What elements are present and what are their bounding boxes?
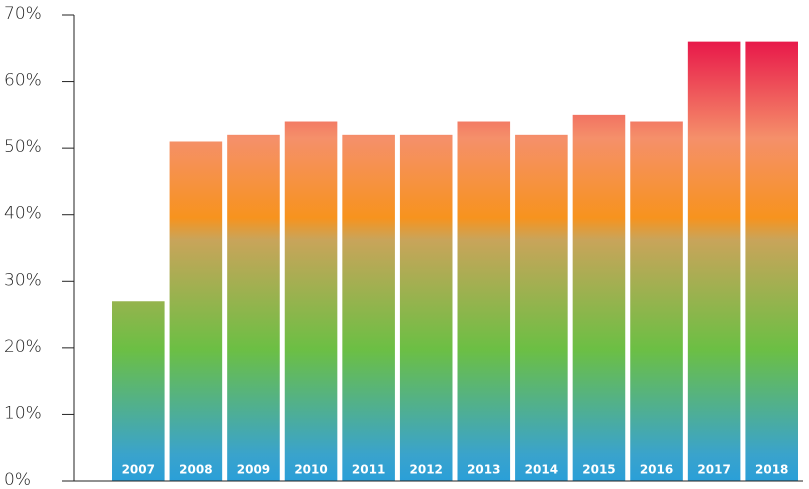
bar xyxy=(284,121,338,481)
y-tick-label: 30% xyxy=(4,270,42,290)
x-tick-label: 2007 xyxy=(122,463,155,477)
x-tick-label: 2014 xyxy=(525,463,558,477)
x-tick-label: 2012 xyxy=(410,463,443,477)
x-tick-label: 2018 xyxy=(755,463,788,477)
bar xyxy=(227,134,280,482)
y-tick-label: 70% xyxy=(4,4,42,24)
bar xyxy=(112,301,165,481)
bar xyxy=(515,134,568,482)
bar xyxy=(399,134,453,482)
y-tick-label: 60% xyxy=(4,71,42,91)
x-tick-label: 2015 xyxy=(582,463,615,477)
bar xyxy=(687,41,741,481)
x-tick-label: 2016 xyxy=(640,463,673,477)
bar xyxy=(342,134,395,482)
bar xyxy=(745,41,798,481)
y-tick-label: 0% xyxy=(4,470,31,489)
bar xyxy=(630,121,683,481)
bar xyxy=(169,141,223,481)
x-tick-label: 2010 xyxy=(294,463,327,477)
y-tick-label: 10% xyxy=(4,403,42,423)
bar xyxy=(457,121,511,481)
bar xyxy=(572,114,626,481)
x-tick-label: 2017 xyxy=(697,463,730,477)
x-tick-label: 2009 xyxy=(237,463,270,477)
y-tick-label: 40% xyxy=(4,204,42,224)
x-tick-label: 2011 xyxy=(352,463,385,477)
y-tick-label: 20% xyxy=(4,337,42,357)
y-tick-label: 50% xyxy=(4,137,42,157)
x-tick-label: 2013 xyxy=(467,463,500,477)
x-tick-label: 2008 xyxy=(179,463,212,477)
